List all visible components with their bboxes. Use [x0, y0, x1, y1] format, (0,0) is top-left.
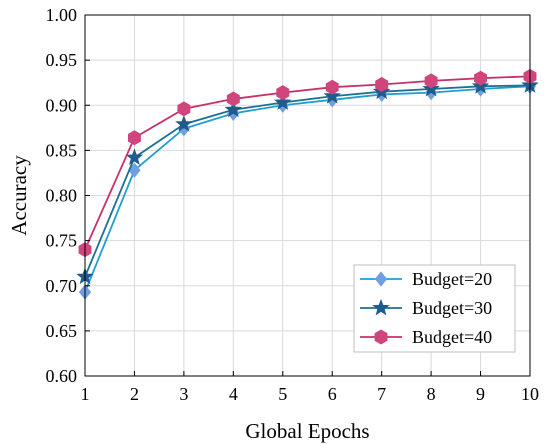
x-tick-label: 7 [377, 384, 386, 404]
x-tick-label: 3 [179, 384, 188, 404]
series-hexagon [78, 68, 537, 258]
legend-label: Budget=30 [412, 298, 492, 318]
legend-entry: Budget=40 [360, 327, 492, 347]
y-tick-label: 0.95 [46, 50, 78, 70]
y-axis-title: Accuracy [7, 155, 31, 236]
data-point-hexagon [226, 91, 240, 107]
legend-entry: Budget=30 [360, 298, 492, 318]
legend: Budget=20 Budget=30 Budget=40 [353, 264, 516, 353]
x-tick-label: 5 [278, 384, 287, 404]
data-point-star [274, 93, 292, 110]
y-tick-label: 0.90 [46, 95, 78, 115]
series-line [84, 84, 531, 278]
data-point-hexagon [375, 77, 389, 92]
data-point-star [175, 115, 193, 132]
x-tick-label: 1 [81, 384, 90, 404]
legend-marker-star [372, 298, 390, 316]
data-point-hexagon [474, 70, 488, 86]
legend-label: Budget=40 [412, 327, 492, 347]
x-tick-label: 4 [229, 384, 238, 404]
series-line [84, 75, 531, 251]
series-layer [76, 68, 539, 300]
y-tick-label: 1.00 [46, 5, 78, 25]
series-line [84, 85, 531, 293]
series-star [76, 76, 539, 285]
data-point-hexagon [276, 85, 290, 101]
data-point-star [224, 100, 243, 118]
x-tick-label: 9 [476, 384, 485, 404]
data-point-star [323, 87, 341, 104]
x-tick-label: 2 [130, 384, 139, 404]
x-axis-title: Global Epochs [245, 419, 369, 443]
legend-marker-diamond [374, 271, 388, 287]
x-tick-label: 10 [521, 384, 539, 404]
axis-ticks: 1 2 3 4 5 6 7 8 9 10 0.60 0.65 0.70 0.75 0.80 0.85 0.90 0… [46, 5, 540, 404]
y-tick-label: 0.80 [46, 186, 78, 206]
data-point-star [125, 148, 144, 165]
y-tick-label: 0.70 [46, 276, 78, 296]
legend-marker-hexagon [374, 329, 388, 345]
x-tick-label: 8 [427, 384, 436, 404]
data-point-hexagon [325, 79, 339, 95]
y-tick-label: 0.85 [46, 140, 78, 160]
data-point-hexagon [177, 101, 191, 117]
legend-label: Budget=20 [412, 269, 492, 289]
y-tick-label: 0.75 [46, 231, 78, 251]
legend-entry: Budget=20 [360, 269, 492, 289]
y-tick-label: 0.60 [46, 366, 78, 386]
y-tick-label: 0.65 [46, 321, 78, 341]
data-point-hexagon [424, 73, 438, 89]
x-tick-label: 6 [328, 384, 337, 404]
data-point-hexagon [127, 130, 141, 146]
